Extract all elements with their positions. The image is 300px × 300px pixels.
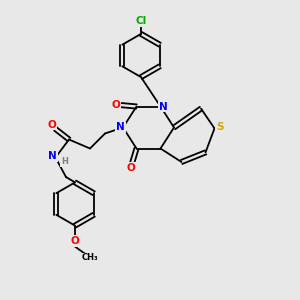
Text: O: O <box>47 119 56 130</box>
Text: S: S <box>216 122 224 132</box>
Text: O: O <box>111 100 120 110</box>
Text: Cl: Cl <box>135 16 147 26</box>
Text: H: H <box>61 158 68 166</box>
Text: CH₃: CH₃ <box>82 254 98 262</box>
Text: N: N <box>116 122 125 133</box>
Text: O: O <box>126 163 135 173</box>
Text: N: N <box>48 151 57 161</box>
Text: N: N <box>158 101 167 112</box>
Text: O: O <box>70 236 80 246</box>
